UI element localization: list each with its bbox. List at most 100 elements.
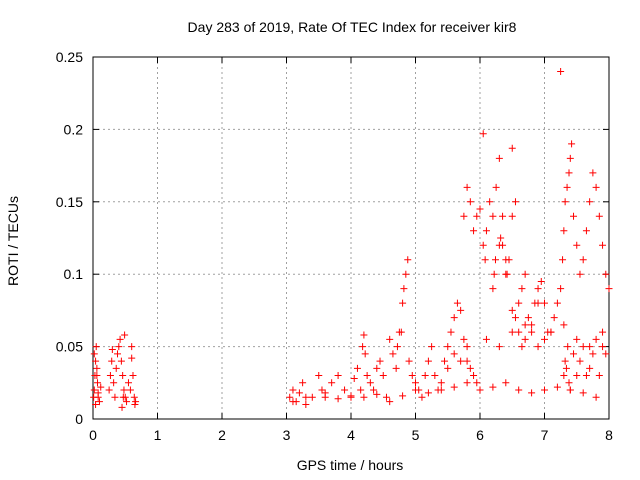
data-point (579, 389, 587, 397)
data-point (470, 372, 478, 380)
data-point (376, 357, 384, 365)
data-point (359, 343, 367, 351)
data-point (321, 389, 329, 397)
x-tick-label: 0 (89, 427, 97, 443)
data-point (121, 331, 129, 339)
data-point (450, 383, 458, 391)
data-point (116, 335, 124, 343)
data-point (557, 285, 565, 293)
data-point (341, 386, 349, 394)
data-point (508, 212, 516, 220)
data-point (444, 343, 452, 351)
data-point (308, 393, 316, 401)
data-point (564, 343, 572, 351)
data-point (450, 350, 458, 358)
data-point (373, 364, 381, 372)
data-point (289, 398, 297, 406)
x-tick-label: 6 (476, 427, 484, 443)
data-point (586, 364, 594, 372)
data-point (424, 389, 432, 397)
data-point (437, 379, 445, 387)
data-point (457, 357, 465, 365)
data-point (460, 335, 468, 343)
data-point (126, 386, 134, 394)
y-tick-label: 0.1 (64, 266, 84, 282)
data-point (518, 285, 526, 293)
data-point (490, 270, 498, 278)
data-point (489, 383, 497, 391)
y-tick-label: 0 (75, 411, 83, 427)
data-point (386, 335, 394, 343)
data-point (497, 234, 505, 242)
data-point (586, 198, 594, 206)
data-point (495, 241, 503, 249)
data-point (382, 393, 390, 401)
data-point (353, 364, 361, 372)
data-point (129, 372, 137, 380)
data-point (399, 392, 407, 400)
data-point (315, 372, 323, 380)
data-point (93, 372, 101, 380)
data-point (97, 383, 105, 391)
data-point (408, 372, 416, 380)
data-point (508, 328, 516, 336)
data-point (123, 398, 131, 406)
data-point (605, 285, 613, 293)
data-point (399, 299, 407, 307)
data-point (602, 270, 610, 278)
data-point (106, 372, 114, 380)
data-point (502, 379, 510, 387)
data-point (117, 357, 125, 365)
data-point (570, 350, 578, 358)
data-point (515, 328, 523, 336)
data-point (565, 169, 573, 177)
data-point (295, 389, 303, 397)
data-point (289, 386, 297, 394)
data-point (582, 227, 590, 235)
data-point (94, 393, 102, 401)
data-point (482, 335, 490, 343)
data-point (131, 401, 139, 409)
data-point (524, 314, 532, 322)
data-point (373, 390, 381, 398)
data-point (495, 154, 503, 162)
data-point (114, 350, 122, 358)
x-tick-label: 8 (605, 427, 613, 443)
data-point (457, 306, 465, 314)
data-point (441, 357, 449, 365)
data-point (534, 299, 542, 307)
data-point (93, 364, 101, 372)
data-point (92, 401, 100, 409)
data-point (599, 328, 607, 336)
data-point (541, 335, 548, 343)
data-point (128, 343, 136, 351)
data-point (476, 386, 484, 394)
data-point (92, 357, 100, 365)
data-point (119, 372, 127, 380)
data-point (119, 393, 127, 401)
data-point (568, 140, 576, 148)
data-point (318, 386, 326, 394)
data-point (286, 393, 294, 401)
data-point (595, 212, 603, 220)
data-point (412, 386, 419, 394)
grid (93, 57, 609, 419)
data-point (92, 343, 100, 351)
data-point (108, 345, 116, 353)
data-point (534, 343, 542, 351)
data-point (528, 328, 536, 336)
data-point (111, 393, 119, 401)
data-point (130, 393, 138, 401)
data-point (405, 357, 413, 365)
chart-title: Day 283 of 2019, Rate Of TEC Index for r… (188, 19, 517, 35)
y-tick-label: 0.15 (56, 194, 83, 210)
data-point (379, 372, 387, 380)
data-point (128, 354, 136, 362)
data-point (502, 256, 510, 264)
data-point (120, 386, 128, 394)
data-point (118, 403, 126, 411)
y-axis-label: ROTI / TECUs (5, 196, 21, 286)
data-point (302, 401, 310, 409)
data-point (463, 183, 471, 191)
data-point (602, 350, 610, 358)
